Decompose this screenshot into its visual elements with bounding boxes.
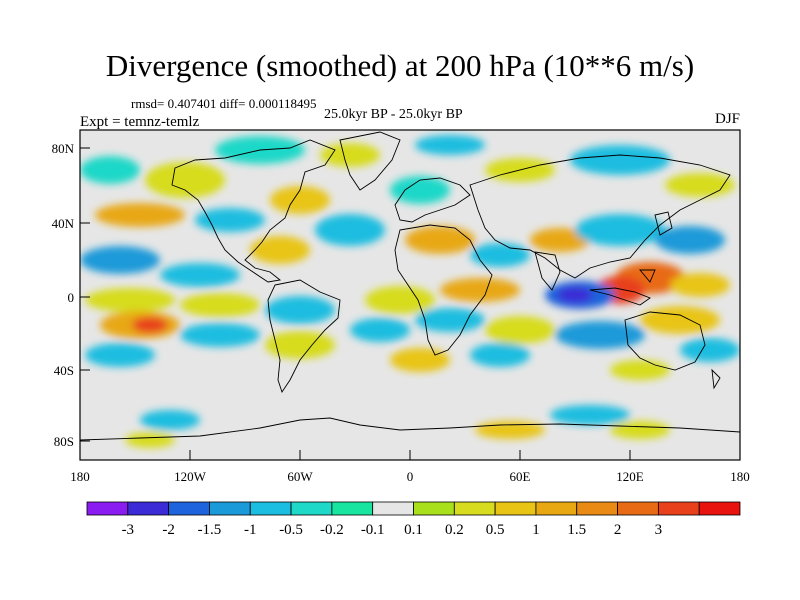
colorbar-swatch <box>576 501 618 516</box>
axis-ticks: 80N 40N 0 40S 80S 180 120W 60W 0 60E 120E 180 <box>52 141 750 484</box>
colorbar-label: 0.5 <box>486 522 505 538</box>
colorbar-swatch <box>168 501 210 516</box>
period-text: 25.0kyr BP - 25.0kyr BP <box>324 107 463 122</box>
colorbar-swatch <box>413 501 455 516</box>
lon-tick-label: 180 <box>730 469 750 484</box>
lon-tick-label: 180 <box>70 469 90 484</box>
colorbar-swatch <box>453 501 496 516</box>
south-america-coast <box>267 279 341 394</box>
experiment-text: Expt = temnz-temlz <box>80 114 200 130</box>
colorbar-label: 0.1 <box>404 522 423 538</box>
lon-tick-label: 60W <box>287 469 313 484</box>
colorbar-swatch <box>535 501 578 516</box>
colorbar-label: -0.5 <box>279 522 303 538</box>
coastlines <box>80 131 740 441</box>
colorbar-swatch <box>86 501 129 516</box>
map-title: Divergence (smoothed) at 200 hPa (10**6 … <box>105 48 695 83</box>
colorbar-swatch <box>209 501 251 516</box>
colorbar-swatch <box>127 501 170 516</box>
australia-coast <box>624 311 706 371</box>
colorbar-swatch <box>657 501 700 516</box>
lon-tick-label: 120E <box>616 469 644 484</box>
india-coast <box>534 251 561 291</box>
japan-coast <box>654 211 673 236</box>
colorbar-label: 1.5 <box>567 522 586 538</box>
lat-tick-label: 40N <box>52 216 75 231</box>
lon-tick-label: 0 <box>407 469 414 484</box>
colorbar-label: 2 <box>614 522 622 538</box>
colorbar-swatch <box>372 501 414 516</box>
colorbar-label: -2 <box>162 522 175 538</box>
colorbar-label: 1 <box>532 522 540 538</box>
colorbar-swatch <box>290 501 333 516</box>
season-label: DJF <box>714 111 740 127</box>
lon-tick-label: 120W <box>174 469 207 484</box>
africa-coast <box>394 224 493 356</box>
philippines-coast <box>639 269 656 283</box>
colorbar: -3 -2 -1.5 -1 -0.5 -0.2 -0.1 0.1 0.2 0.5 1 1.5 2 3 <box>86 501 741 538</box>
colorbar-swatch <box>698 501 741 516</box>
antarctica-coast <box>80 417 740 441</box>
colorbar-swatch <box>617 501 659 516</box>
colorbar-label: 0.2 <box>445 522 464 538</box>
lat-tick-label: 40S <box>54 363 74 378</box>
asia-coast <box>469 154 731 279</box>
colorbar-label: 3 <box>655 522 663 538</box>
europe-coast <box>394 177 471 223</box>
colorbar-swatch <box>331 501 374 516</box>
stats-text: rmsd= 0.407401 diff= 0.000118495 <box>131 96 317 111</box>
colorbar-label: -1.5 <box>198 522 222 538</box>
new-zealand-coast <box>711 368 721 390</box>
colorbar-swatch <box>494 501 537 516</box>
colorbar-label: -1 <box>244 522 257 538</box>
colorbar-swatch <box>249 501 292 516</box>
indonesia-coast <box>589 287 651 306</box>
north-america-coast <box>171 139 336 283</box>
lon-tick-label: 60E <box>510 469 531 484</box>
lat-tick-label: 0 <box>68 290 75 305</box>
lat-tick-label: 80N <box>52 141 75 156</box>
colorbar-label: -0.2 <box>320 522 344 538</box>
lat-tick-label: 80S <box>54 434 74 449</box>
colorbar-label: -0.1 <box>361 522 385 538</box>
colorbar-label: -3 <box>122 522 135 538</box>
greenland-coast <box>339 131 401 191</box>
